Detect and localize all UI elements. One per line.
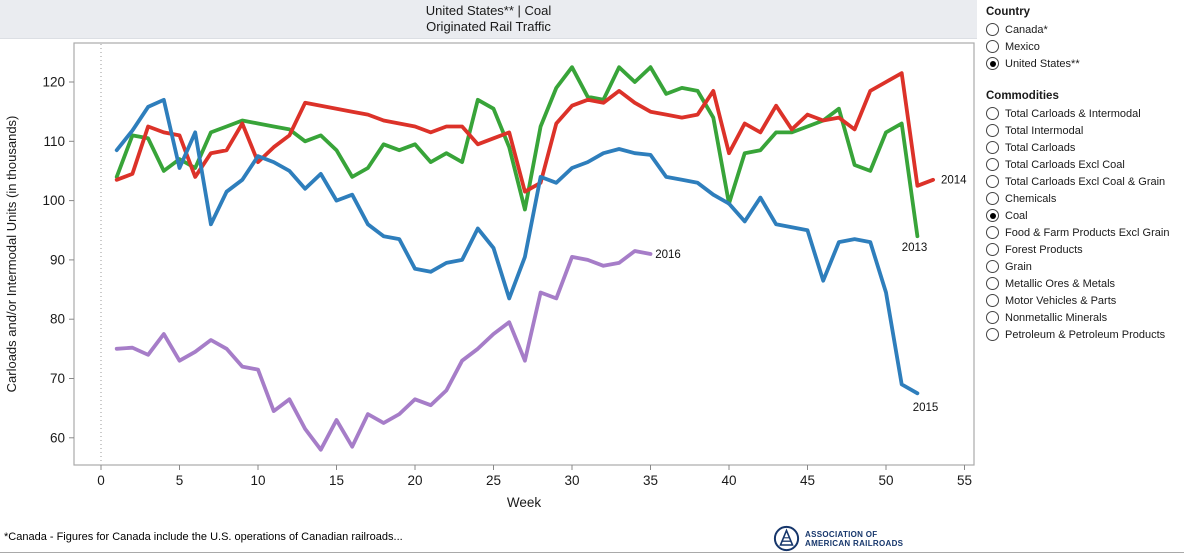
radio-unselected-icon[interactable]: [986, 243, 999, 256]
commodity-option-total-carloads-excl-coal-grain[interactable]: Total Carloads Excl Coal & Grain: [986, 173, 1182, 190]
commodity-option-total-intermodal[interactable]: Total Intermodal: [986, 122, 1182, 139]
commodity-option-coal[interactable]: Coal: [986, 207, 1182, 224]
x-tick-label: 30: [564, 473, 579, 488]
commodity-option-label: Motor Vehicles & Parts: [1005, 294, 1117, 307]
y-tick-label: 100: [42, 193, 65, 208]
commodities-radio-group: Total Carloads & Intermodal Total Intermo…: [986, 105, 1182, 343]
x-tick-label: 5: [176, 473, 184, 488]
chart-title-line2: Originated Rail Traffic: [426, 19, 551, 34]
x-tick-label: 45: [800, 473, 815, 488]
commodity-option-forest-products[interactable]: Forest Products: [986, 241, 1182, 258]
commodity-option-label: Metallic Ores & Metals: [1005, 277, 1116, 290]
radio-unselected-icon[interactable]: [986, 40, 999, 53]
commodity-option-nonmetallic-minerals[interactable]: Nonmetallic Minerals: [986, 309, 1182, 326]
radio-unselected-icon[interactable]: [986, 175, 999, 188]
radio-unselected-icon[interactable]: [986, 260, 999, 273]
bottom-divider: [0, 552, 1184, 553]
aar-logo-text-line2: AMERICAN RAILROADS: [805, 538, 904, 548]
country-option-label: United States**: [1005, 57, 1080, 70]
commodity-option-label: Total Carloads Excl Coal & Grain: [1005, 175, 1166, 188]
commodity-option-label: Chemicals: [1005, 192, 1057, 205]
radio-unselected-icon[interactable]: [986, 124, 999, 137]
radio-unselected-icon[interactable]: [986, 226, 999, 239]
y-tick-label: 70: [50, 371, 65, 386]
country-header: Country: [986, 6, 1031, 18]
commodities-header: Commodities: [986, 90, 1059, 102]
commodity-option-label: Total Intermodal: [1005, 124, 1084, 137]
y-tick-label: 110: [43, 134, 65, 149]
series-end-label-2014: 2014: [941, 174, 967, 186]
commodity-option-total-carloads-excl-coal[interactable]: Total Carloads Excl Coal: [986, 156, 1182, 173]
radio-unselected-icon[interactable]: [986, 141, 999, 154]
country-option-united-states[interactable]: United States**: [986, 55, 1182, 72]
y-tick-label: 80: [50, 312, 65, 327]
x-tick-label: 20: [407, 473, 422, 488]
x-tick-label: 55: [957, 473, 972, 488]
radio-unselected-icon[interactable]: [986, 23, 999, 36]
commodity-option-total-carloads-intermodal[interactable]: Total Carloads & Intermodal: [986, 105, 1182, 122]
chart-title-line1: United States** | Coal: [425, 3, 552, 18]
series-line-2015[interactable]: [114, 97, 920, 396]
commodity-option-label: Petroleum & Petroleum Products: [1005, 328, 1166, 341]
commodity-option-motor-vehicles-parts[interactable]: Motor Vehicles & Parts: [986, 292, 1182, 309]
commodity-option-label: Total Carloads Excl Coal: [1005, 158, 1125, 171]
x-tick-label: 40: [721, 473, 736, 488]
x-tick-label: 0: [97, 473, 105, 488]
radio-unselected-icon[interactable]: [986, 277, 999, 290]
commodity-option-label: Food & Farm Products Excl Grain: [1005, 226, 1170, 239]
commodity-option-label: Forest Products: [1005, 243, 1083, 256]
commodity-option-label: Total Carloads: [1005, 141, 1076, 154]
country-option-canada[interactable]: Canada*: [986, 21, 1182, 38]
radio-unselected-icon[interactable]: [986, 328, 999, 341]
series-line-2014[interactable]: [114, 71, 935, 194]
commodity-option-grain[interactable]: Grain: [986, 258, 1182, 275]
commodity-option-metallic-ores-metals[interactable]: Metallic Ores & Metals: [986, 275, 1182, 292]
filter-sidebar: Country Canada* Mexico United States** Com…: [986, 3, 1182, 343]
x-tick-label: 25: [486, 473, 501, 488]
radio-selected-icon[interactable]: [986, 209, 999, 222]
commodity-option-label: Nonmetallic Minerals: [1005, 311, 1108, 324]
y-tick-label: 120: [42, 75, 65, 90]
x-tick-label: 35: [643, 473, 658, 488]
country-radio-group: Canada* Mexico United States**: [986, 21, 1182, 72]
radio-unselected-icon[interactable]: [986, 192, 999, 205]
canada-footnote: *Canada - Figures for Canada include the…: [4, 531, 403, 543]
series-end-label-2016: 2016: [655, 249, 681, 261]
y-axis-title: Carloads and/or Intermodal Units (in tho…: [4, 116, 19, 393]
commodity-option-label: Total Carloads & Intermodal: [1005, 107, 1141, 120]
radio-unselected-icon[interactable]: [986, 107, 999, 120]
commodity-option-food-farm-products-excl-grain[interactable]: Food & Farm Products Excl Grain: [986, 224, 1182, 241]
x-axis-title: Week: [507, 495, 542, 510]
aar-logo-icon: [773, 525, 800, 552]
aar-logo-text-line1: ASSOCIATION OF: [805, 529, 878, 539]
x-tick-label: 15: [329, 473, 344, 488]
chart-title-bar: United States** | Coal Originated Rail T…: [0, 0, 977, 39]
commodity-option-label: Coal: [1005, 209, 1028, 222]
rail-traffic-line-chart: 60 70 80 90 100 110 120 0 5 10 15 20 25 30 35 40 45 50 55 W…: [4, 42, 975, 510]
series-line-2013[interactable]: [114, 65, 920, 239]
commodity-option-label: Grain: [1005, 260, 1032, 273]
commodity-option-chemicals[interactable]: Chemicals: [986, 190, 1182, 207]
radio-unselected-icon[interactable]: [986, 294, 999, 307]
commodity-option-petroleum-petroleum-products[interactable]: Petroleum & Petroleum Products: [986, 326, 1182, 343]
country-option-mexico[interactable]: Mexico: [986, 38, 1182, 55]
x-tick-label: 50: [878, 473, 893, 488]
y-tick-label: 60: [50, 430, 65, 445]
radio-selected-icon[interactable]: [986, 57, 999, 70]
commodity-option-total-carloads[interactable]: Total Carloads: [986, 139, 1182, 156]
y-tick-label: 90: [50, 252, 65, 267]
aar-logo: ASSOCIATION OF AMERICAN RAILROADS: [773, 525, 903, 552]
country-option-label: Canada*: [1005, 23, 1048, 36]
series-line-2016[interactable]: [114, 249, 653, 452]
country-option-label: Mexico: [1005, 40, 1040, 53]
radio-unselected-icon[interactable]: [986, 158, 999, 171]
series-end-label-2015: 2015: [913, 402, 939, 414]
radio-unselected-icon[interactable]: [986, 311, 999, 324]
x-tick-label: 10: [250, 473, 265, 488]
aar-logo-text: ASSOCIATION OF AMERICAN RAILROADS: [805, 530, 903, 548]
series-end-label-2013: 2013: [902, 242, 928, 254]
